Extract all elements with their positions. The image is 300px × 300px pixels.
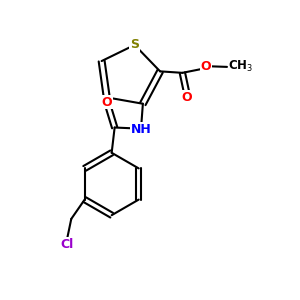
Text: O: O [201, 60, 211, 74]
Text: O: O [101, 96, 112, 109]
Text: CH$_3$: CH$_3$ [229, 59, 253, 74]
Text: S: S [130, 38, 139, 52]
Text: Cl: Cl [60, 238, 74, 251]
Text: NH: NH [131, 122, 152, 136]
Text: O: O [182, 91, 192, 104]
